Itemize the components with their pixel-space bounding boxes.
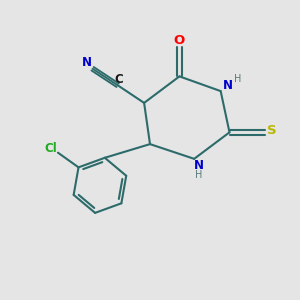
Text: C: C [115,73,124,86]
Text: H: H [195,170,202,180]
Text: S: S [267,124,277,137]
Text: N: N [223,79,233,92]
Text: N: N [194,159,204,172]
Text: N: N [82,56,92,69]
Text: Cl: Cl [44,142,57,155]
Text: O: O [174,34,185,47]
Text: H: H [234,74,242,84]
